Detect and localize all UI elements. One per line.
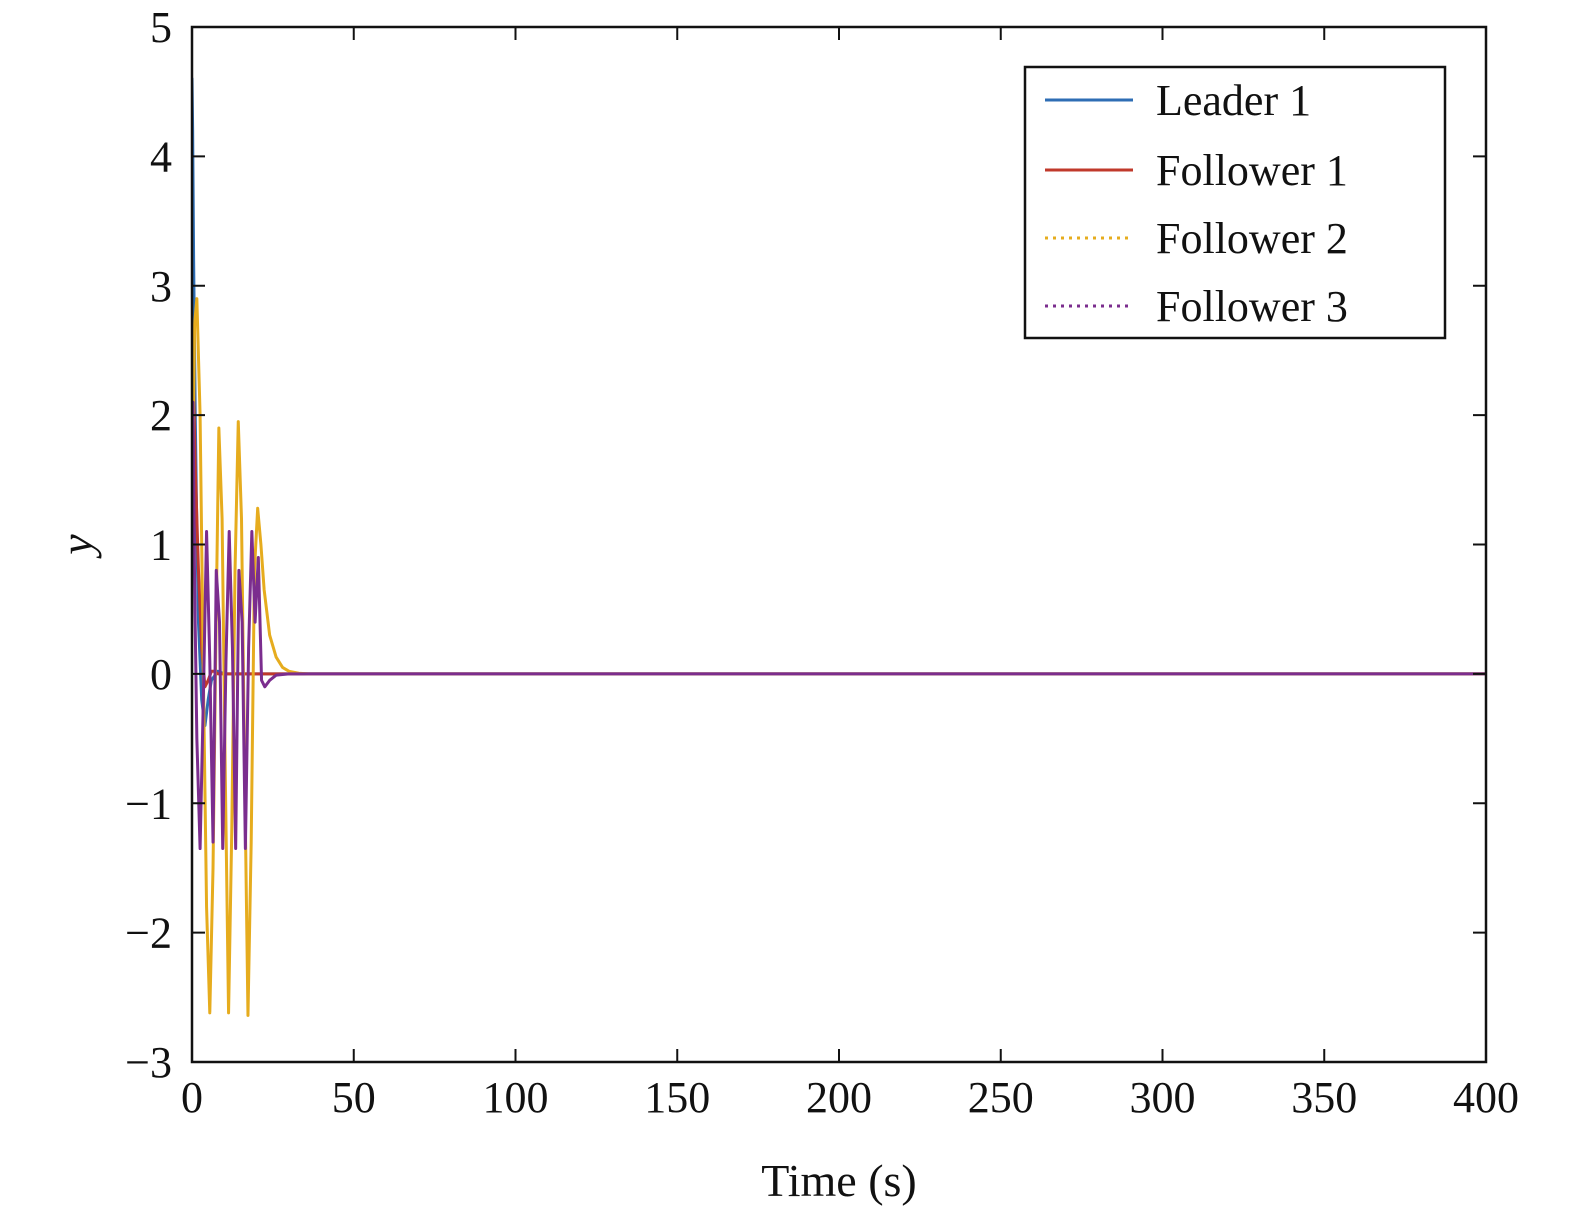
x-tick-label: 50 <box>332 1073 376 1122</box>
y-axis-title: y <box>51 534 102 559</box>
plot-area <box>192 77 1486 1017</box>
y-tick-label: −1 <box>125 779 172 828</box>
y-tick-label: 2 <box>150 391 172 440</box>
series-line-4 <box>192 400 1486 851</box>
x-tick-label: 250 <box>968 1073 1034 1122</box>
series-line-2 <box>192 361 1486 689</box>
x-axis-title: Time (s) <box>761 1155 917 1206</box>
x-tick-label: 100 <box>483 1073 549 1122</box>
y-tick-label: 5 <box>150 3 172 52</box>
x-tick-label: 0 <box>181 1073 203 1122</box>
legend: Leader 1 Follower 1 Follower 2 Follower 3 <box>1023 65 1447 340</box>
legend-box <box>1023 65 1447 340</box>
y-tick-label: 1 <box>150 521 172 570</box>
legend-label-1: Leader 1 <box>1156 76 1311 125</box>
x-tick-label: 150 <box>644 1073 710 1122</box>
y-tick-label: 3 <box>150 262 172 311</box>
y-tick-label: −3 <box>125 1038 172 1087</box>
x-tick-label: 400 <box>1453 1073 1519 1122</box>
y-tick-label: −2 <box>125 909 172 958</box>
axis-tick-labels: 0 50 100 150 200 250 300 350 400 −3 −2 −1 0 1 2 3 4 5 <box>125 3 1519 1122</box>
y-tick-label: 0 <box>150 650 172 699</box>
y-tick-label: 4 <box>150 132 172 181</box>
legend-label-4: Follower 3 <box>1156 282 1348 331</box>
legend-label-2: Follower 1 <box>1156 146 1348 195</box>
legend-label-3: Follower 2 <box>1156 214 1348 263</box>
series-line-3 <box>192 297 1486 1017</box>
x-tick-label: 300 <box>1130 1073 1196 1122</box>
x-tick-label: 350 <box>1291 1073 1357 1122</box>
axis-ticks <box>191 26 1487 1063</box>
x-tick-label: 200 <box>806 1073 872 1122</box>
